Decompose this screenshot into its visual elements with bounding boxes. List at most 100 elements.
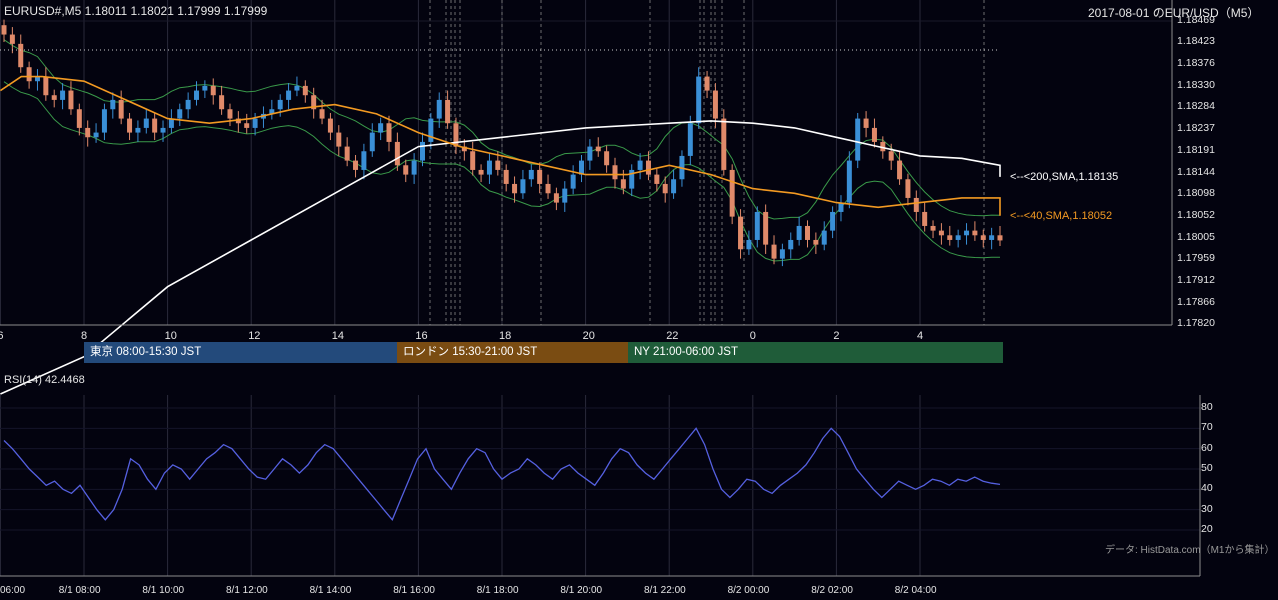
price-tick: 1.18376 — [1177, 57, 1215, 70]
candle-body — [18, 43, 24, 68]
candle-body — [964, 230, 970, 236]
candle-body — [804, 225, 810, 240]
candle-body — [821, 230, 827, 245]
candle-body — [972, 230, 978, 236]
time-tick: 8/1 16:00 — [393, 585, 435, 596]
time-tick: 8/1 22:00 — [644, 585, 686, 596]
session-tokyo: 東京 08:00-15:30 JST — [84, 342, 397, 363]
time-tick: 8/1 08:00 — [58, 585, 101, 596]
candle-body — [930, 225, 936, 231]
rsi-tick: 50 — [1201, 462, 1213, 474]
candle-body — [411, 160, 417, 175]
candle-body — [645, 160, 651, 175]
candle-body — [721, 118, 727, 170]
session-london: ロンドン 15:30-21:00 JST — [397, 342, 628, 363]
candle-body — [194, 90, 200, 100]
candle-body — [846, 160, 852, 203]
rsi-tick: 80 — [1201, 401, 1213, 413]
candle-body — [863, 118, 869, 128]
price-tick: 1.18144 — [1177, 165, 1215, 178]
candle-body — [938, 230, 944, 236]
candle-body — [252, 118, 258, 128]
candle-body — [369, 132, 375, 152]
candle-body — [378, 123, 384, 133]
price-tick: 1.18237 — [1177, 122, 1215, 135]
rsi-label: RSI(14) 42.4468 — [4, 374, 85, 386]
candle-body — [294, 85, 300, 91]
candle-body — [788, 239, 794, 250]
hour-tick: 22 — [666, 330, 679, 342]
candle-body — [202, 85, 208, 91]
price-tick: 1.18191 — [1177, 143, 1215, 156]
candle-body — [244, 123, 250, 128]
candle-body — [60, 90, 66, 100]
rsi-tick: 60 — [1201, 441, 1213, 454]
hour-tick: 8 — [81, 330, 88, 342]
candle-body — [353, 160, 359, 170]
hour-tick: 0 — [749, 330, 756, 342]
candle-body — [210, 85, 216, 96]
candle-body — [922, 211, 928, 226]
time-tick: 8/1 18:00 — [476, 585, 519, 596]
hour-tick: 14 — [331, 330, 345, 342]
price-tick: 1.17820 — [1177, 317, 1215, 329]
candle-body — [855, 118, 861, 161]
candle-body — [830, 211, 836, 231]
candle-body — [51, 95, 57, 100]
rsi-line — [3, 427, 1001, 522]
candle-body — [629, 169, 635, 189]
candle-body — [796, 225, 802, 240]
candle-body — [286, 90, 292, 100]
candle-body — [771, 244, 777, 259]
candle-body — [127, 118, 133, 133]
candle-body — [227, 109, 233, 119]
candle-body — [445, 99, 451, 124]
candle-body — [871, 127, 877, 142]
hour-tick: 20 — [582, 330, 595, 342]
hour-tick: 16 — [415, 330, 428, 342]
candle-body — [135, 127, 141, 133]
candle-body — [486, 160, 492, 175]
candle-body — [327, 118, 333, 133]
candle-body — [612, 165, 618, 180]
candle-body — [654, 174, 660, 184]
chart-title: 2017-08-01 のEUR/USD（M5） — [1088, 6, 1260, 20]
candle-body — [570, 174, 576, 189]
candle-body — [838, 202, 844, 212]
rsi-tick: 30 — [1201, 502, 1213, 515]
hour-tick: 2 — [833, 330, 840, 342]
candle-body — [754, 211, 760, 240]
candle-body — [311, 95, 317, 110]
price-tick: 1.17866 — [1177, 295, 1215, 308]
candle-body — [579, 160, 585, 175]
price-tick: 1.18098 — [1177, 187, 1215, 200]
hour-tick: 12 — [248, 330, 261, 342]
price-tick: 1.17959 — [1177, 252, 1215, 265]
candle-body — [470, 151, 476, 170]
candle-body — [520, 179, 526, 194]
candle-body — [880, 141, 886, 152]
data-credit: データ: HistData.com（M1から集計） — [1105, 545, 1275, 556]
hour-tick: 6 — [0, 330, 4, 342]
sma40-line — [0, 75, 1001, 216]
candle-body — [888, 151, 894, 161]
candle-body — [168, 118, 174, 128]
time-tick: 8/1 12:00 — [226, 585, 268, 596]
symbol-quote: EURUSD#,M5 1.18011 1.18021 1.17999 1.179… — [4, 4, 268, 18]
candle-body — [461, 146, 467, 152]
candle-body — [43, 76, 49, 96]
candle-body — [185, 99, 191, 110]
candle-body — [779, 249, 785, 259]
candle-body — [587, 146, 593, 161]
price-tick: 1.18330 — [1177, 78, 1215, 91]
candle-body — [118, 99, 124, 119]
candle-body — [110, 99, 116, 110]
candle-body — [34, 76, 40, 82]
candle-body — [336, 132, 342, 147]
candle-body — [671, 179, 677, 194]
candle-body — [637, 160, 643, 170]
candle-body — [419, 141, 425, 161]
candle-body — [319, 109, 325, 119]
candle-body — [235, 118, 241, 124]
candle-body — [620, 179, 626, 189]
